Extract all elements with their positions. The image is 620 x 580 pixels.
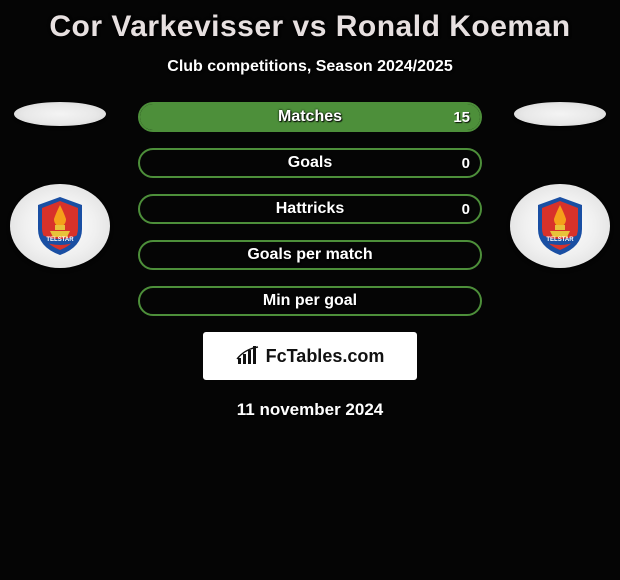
svg-text:TELSTAR: TELSTAR (46, 237, 74, 243)
stat-label: Matches (278, 108, 342, 126)
stat-label: Goals per match (247, 246, 372, 264)
brand-text: FcTables.com (266, 346, 385, 367)
comparison-arena: TELSTAR TELSTAR Matches15Goals0Hattricks… (0, 102, 620, 316)
page-subtitle: Club competitions, Season 2024/2025 (0, 58, 620, 76)
telstar-crest-icon: TELSTAR (532, 195, 588, 257)
right-player-club-badge: TELSTAR (510, 184, 610, 268)
stat-value-right: 0 (462, 155, 470, 172)
stat-label: Min per goal (263, 292, 357, 310)
right-player-column: TELSTAR (514, 102, 606, 268)
svg-text:TELSTAR: TELSTAR (546, 237, 574, 243)
stat-bar: Matches 15 (138, 102, 482, 132)
left-player-club-badge: TELSTAR (10, 184, 110, 268)
stat-bar: Goals per match (138, 240, 482, 270)
page-title: Cor Varkevisser vs Ronald Koeman (0, 0, 620, 44)
right-player-avatar-placeholder (514, 102, 606, 126)
stat-bar: Goals 0 (138, 148, 482, 178)
stat-bar: Min per goal (138, 286, 482, 316)
stat-label: Hattricks (276, 200, 344, 218)
telstar-crest-icon: TELSTAR (32, 195, 88, 257)
left-player-column: TELSTAR (14, 102, 106, 268)
snapshot-date: 11 november 2024 (0, 400, 620, 420)
stat-bars: Matches 15 Goals 0 Hattricks 0 Goals per match… (138, 102, 482, 316)
stat-bar: Hattricks 0 (138, 194, 482, 224)
stat-label: Goals (288, 154, 332, 172)
bar-chart-icon (236, 346, 260, 366)
stat-value-right: 15 (453, 109, 470, 126)
left-player-avatar-placeholder (14, 102, 106, 126)
stat-value-right: 0 (462, 201, 470, 218)
brand-box: FcTables.com (203, 332, 417, 380)
